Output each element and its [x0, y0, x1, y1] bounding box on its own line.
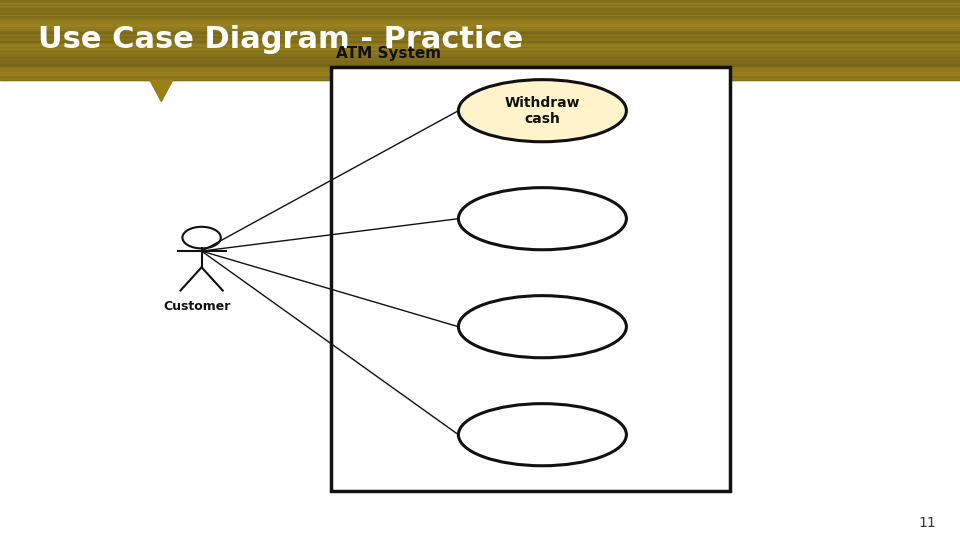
Bar — [0, 53, 960, 54]
Bar — [0, 74, 960, 75]
Bar — [0, 60, 960, 61]
Polygon shape — [150, 80, 173, 102]
Bar — [0, 27, 960, 28]
Ellipse shape — [459, 79, 626, 141]
Bar — [0, 67, 960, 68]
Bar — [0, 71, 960, 72]
Bar — [0, 1, 960, 2]
Bar — [0, 15, 960, 16]
Bar — [0, 59, 960, 60]
Bar — [0, 68, 960, 69]
Bar — [0, 50, 960, 51]
Bar — [0, 17, 960, 18]
Bar — [0, 22, 960, 23]
Text: 11: 11 — [919, 516, 936, 530]
Bar — [0, 4, 960, 5]
Bar — [0, 11, 960, 12]
Bar — [0, 19, 960, 20]
Bar — [0, 79, 960, 80]
Bar — [0, 16, 960, 17]
Bar — [0, 2, 960, 3]
Bar — [0, 63, 960, 64]
Bar — [0, 38, 960, 39]
Bar — [0, 21, 960, 22]
Bar — [0, 5, 960, 6]
Bar — [0, 73, 960, 74]
Bar — [0, 20, 960, 21]
Bar — [0, 72, 960, 73]
Bar — [0, 37, 960, 38]
Ellipse shape — [459, 404, 626, 465]
Bar — [0, 34, 960, 35]
Bar — [0, 36, 960, 37]
Bar — [0, 30, 960, 31]
Bar — [0, 75, 960, 76]
Bar — [0, 45, 960, 46]
Bar — [0, 55, 960, 56]
Bar — [0, 33, 960, 34]
Bar — [0, 32, 960, 33]
Bar — [0, 51, 960, 52]
Bar — [0, 9, 960, 10]
Bar — [0, 80, 960, 540]
Bar — [0, 7, 960, 8]
Bar — [0, 78, 960, 79]
Bar — [0, 54, 960, 55]
Bar — [0, 57, 960, 58]
Bar — [0, 77, 960, 78]
Text: Withdraw
cash: Withdraw cash — [505, 96, 580, 126]
Bar — [0, 70, 960, 71]
Bar — [0, 8, 960, 9]
Bar — [0, 66, 960, 67]
Ellipse shape — [459, 295, 626, 357]
Bar — [0, 52, 960, 53]
Bar — [0, 6, 960, 7]
Bar — [0, 40, 960, 41]
Bar — [0, 61, 960, 62]
Bar — [0, 65, 960, 66]
Bar — [0, 28, 960, 29]
Bar — [0, 29, 960, 30]
Bar — [0, 43, 960, 44]
Bar — [0, 62, 960, 63]
Bar — [0, 23, 960, 24]
Bar — [0, 46, 960, 47]
Bar — [0, 0, 960, 1]
Bar — [0, 41, 960, 42]
Bar — [0, 26, 960, 27]
Bar — [0, 39, 960, 40]
Bar — [0, 56, 960, 57]
Bar — [0, 18, 960, 19]
Bar — [0, 24, 960, 25]
Text: Customer: Customer — [163, 300, 230, 313]
Bar — [0, 0, 960, 80]
Bar — [0, 13, 960, 14]
Bar — [0, 76, 960, 77]
Ellipse shape — [459, 187, 626, 249]
Bar — [0, 48, 960, 49]
Bar — [0, 14, 960, 15]
Bar — [331, 68, 730, 491]
Bar — [0, 69, 960, 70]
Bar — [0, 3, 960, 4]
Bar — [0, 31, 960, 32]
Text: Use Case Diagram - Practice: Use Case Diagram - Practice — [38, 25, 523, 55]
Bar — [0, 58, 960, 59]
Bar — [0, 10, 960, 11]
Bar — [0, 49, 960, 50]
Bar — [0, 25, 960, 26]
Bar — [0, 47, 960, 48]
Bar — [0, 64, 960, 65]
Bar — [0, 35, 960, 36]
Text: ATM System: ATM System — [336, 46, 442, 61]
Bar — [0, 42, 960, 43]
Bar — [0, 12, 960, 13]
Bar — [0, 44, 960, 45]
